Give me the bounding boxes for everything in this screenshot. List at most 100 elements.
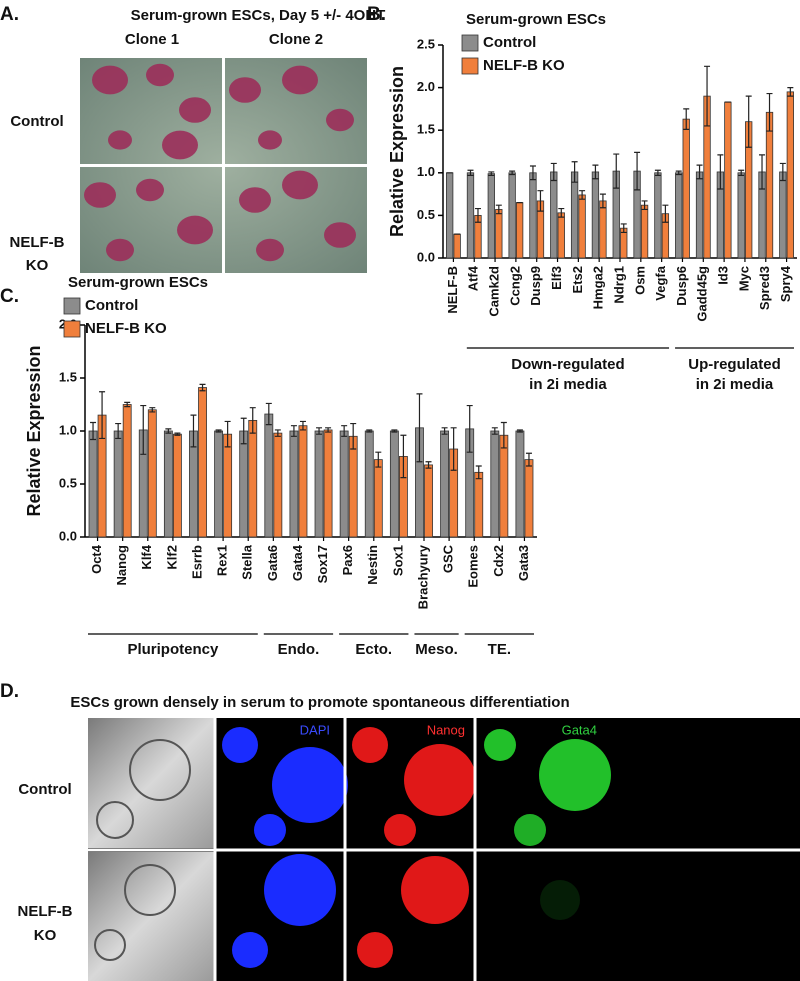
colony: [258, 130, 282, 150]
y-tick-label: 1.0: [417, 164, 435, 179]
bar: [524, 459, 534, 538]
error-bar: [491, 427, 498, 435]
x-tick-label: Spred3: [757, 266, 772, 310]
error-bar: [391, 429, 398, 433]
bar: [364, 430, 374, 538]
error-bar: [290, 425, 297, 437]
error-bar: [466, 404, 473, 453]
error-bar: [696, 164, 703, 180]
error-bar: [599, 193, 606, 209]
bar: [570, 171, 579, 259]
bar: [373, 459, 383, 538]
error-bar: [90, 421, 97, 441]
y-tick-label: 1.5: [417, 122, 435, 137]
bar: [264, 413, 274, 538]
x-tick-label: Esrrb: [189, 545, 204, 579]
x-tick-label: Dusp6: [674, 266, 689, 306]
bar: [737, 172, 745, 259]
error-bar: [488, 171, 495, 176]
bar: [163, 430, 173, 538]
x-tick-label: Eomes: [466, 545, 481, 588]
bar: [88, 430, 98, 538]
error-bar: [766, 92, 773, 132]
bar: [223, 433, 233, 538]
bar: [591, 171, 600, 259]
panel-label: C.: [0, 286, 19, 307]
legend-label: Control: [483, 34, 536, 51]
bar: [113, 430, 123, 538]
x-tick-label: Sox17: [315, 545, 330, 583]
error-bar: [620, 223, 627, 234]
bar: [453, 233, 461, 259]
y-tick-label: 2.0: [417, 79, 435, 94]
micrograph-grid: [80, 58, 367, 273]
group-label: Meso.: [415, 641, 458, 658]
x-tick-label: Gata4: [290, 544, 305, 581]
bar: [172, 433, 182, 538]
error-bar: [475, 465, 482, 480]
x-tick-label: Cdx2: [491, 545, 506, 577]
column-label: Clone 1: [125, 31, 179, 48]
bar: [640, 204, 649, 259]
x-tick-label: Gata3: [516, 545, 531, 581]
group-label: Down-regulated: [511, 356, 624, 373]
colony: [179, 97, 211, 123]
column-label: Clone 2: [269, 31, 323, 48]
group-label: Up-regulated: [688, 356, 781, 373]
bar: [490, 430, 500, 538]
x-tick-label: GSC: [441, 544, 456, 573]
bar: [273, 432, 283, 538]
row-label: NELF-B: [18, 903, 73, 920]
bar: [122, 404, 132, 538]
error-bar: [190, 414, 197, 448]
error-bar: [516, 429, 523, 433]
colony: [94, 929, 126, 961]
colony: [540, 880, 580, 920]
bar: [487, 173, 495, 259]
bar: [466, 172, 475, 259]
y-axis-label: Relative Expression: [24, 345, 44, 516]
error-bar: [704, 65, 711, 127]
bar: [654, 172, 662, 259]
bar: [515, 202, 524, 259]
colony: [404, 744, 476, 816]
bar: [779, 171, 787, 259]
bar: [474, 471, 484, 538]
error-bar: [662, 204, 669, 223]
x-tick-label: Vegfa: [653, 265, 668, 300]
error-bar: [675, 170, 682, 176]
bar: [557, 212, 565, 259]
error-bar: [366, 429, 373, 433]
error-bar: [224, 420, 231, 448]
row-label: KO: [26, 257, 49, 274]
colony: [92, 65, 128, 95]
colony: [282, 65, 318, 95]
x-tick-label: Ccng2: [507, 266, 522, 306]
colony: [326, 108, 354, 132]
panel-label: B.: [367, 4, 386, 25]
bar: [495, 209, 503, 259]
x-tick-label: Gadd45g: [695, 266, 710, 322]
error-bar: [474, 207, 481, 223]
x-tick-label: Klf4: [139, 544, 154, 569]
error-bar: [199, 383, 206, 392]
colony: [162, 130, 198, 160]
legend-label: Control: [85, 297, 138, 314]
bar: [339, 430, 349, 538]
colony: [254, 814, 286, 846]
error-bar: [529, 165, 536, 181]
group-label: Pluripotency: [127, 641, 219, 658]
error-bar: [467, 169, 474, 176]
bar: [214, 430, 224, 538]
error-bar: [165, 428, 172, 434]
channel-label: Gata4: [562, 722, 597, 737]
y-tick-label: 0.0: [417, 249, 435, 264]
bar: [578, 194, 586, 259]
error-bar: [274, 429, 281, 437]
colony: [106, 238, 134, 262]
bar: [724, 101, 732, 259]
bar: [323, 429, 333, 538]
group-label: in 2i media: [696, 376, 774, 393]
colony: [272, 747, 348, 823]
bar: [289, 430, 299, 538]
